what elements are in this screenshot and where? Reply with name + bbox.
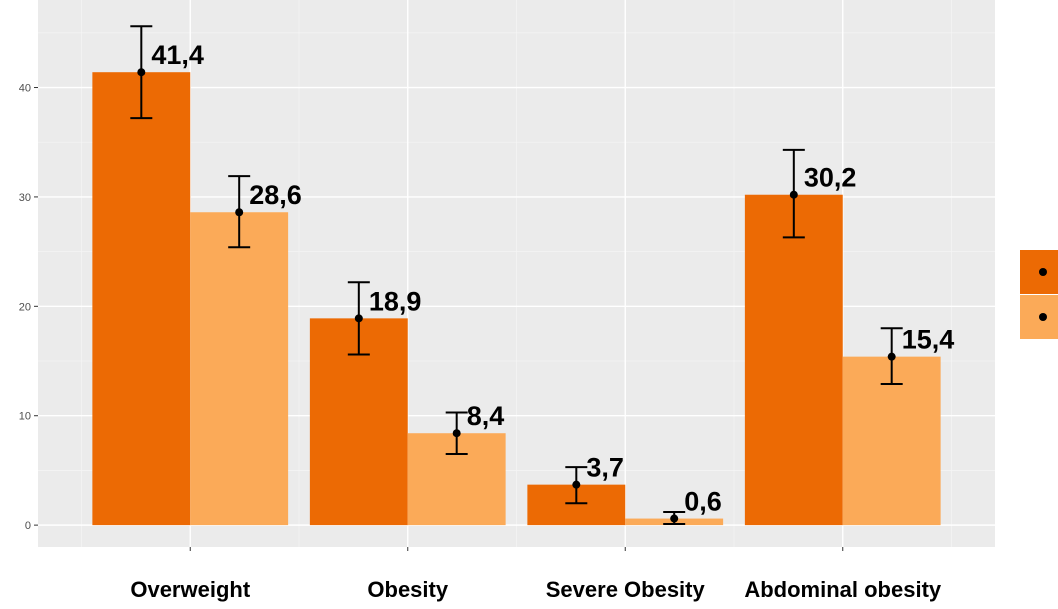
data-label: 41,4 <box>151 40 204 70</box>
bars <box>92 72 941 526</box>
legend-key-point <box>1039 268 1047 276</box>
y-tick-label: 20 <box>19 301 31 313</box>
legend-key-point <box>1039 313 1047 321</box>
data-label: 15,4 <box>902 325 955 355</box>
data-label: 30,2 <box>804 163 857 193</box>
data-label: 0,6 <box>684 487 722 517</box>
bar <box>744 194 843 526</box>
mean-point <box>670 514 679 523</box>
mean-point <box>887 352 896 361</box>
data-labels: 41,4 18,9 3,7 30,2 28,6 8,4 0,6 15,4 <box>151 40 954 516</box>
mean-point <box>235 208 244 217</box>
x-tick-label: Abdominal obesity <box>744 577 942 602</box>
error-bars <box>130 25 903 526</box>
mean-point <box>137 68 146 77</box>
bar <box>92 72 191 526</box>
x-tick-label: Overweight <box>130 577 250 602</box>
mean-point <box>789 190 798 199</box>
data-label: 18,9 <box>369 286 422 316</box>
y-tick-label: 40 <box>19 83 31 95</box>
mean-point <box>572 480 581 489</box>
mean-point <box>452 429 461 438</box>
data-label: 3,7 <box>586 453 624 483</box>
y-tick-label: 0 <box>25 520 31 532</box>
x-tick-label: Obesity <box>367 577 448 602</box>
legend <box>1020 250 1058 339</box>
x-axis: Overweight Obesity Severe Obesity Abdominal… <box>130 547 942 602</box>
y-axis: 0 10 20 30 40 <box>19 83 38 532</box>
data-label: 8,4 <box>467 401 505 431</box>
data-label: 28,6 <box>249 180 302 210</box>
y-tick-label: 10 <box>19 411 31 423</box>
y-tick-label: 30 <box>19 192 31 204</box>
x-tick-label: Severe Obesity <box>546 577 706 602</box>
bar <box>190 212 289 526</box>
mean-point <box>354 314 363 323</box>
